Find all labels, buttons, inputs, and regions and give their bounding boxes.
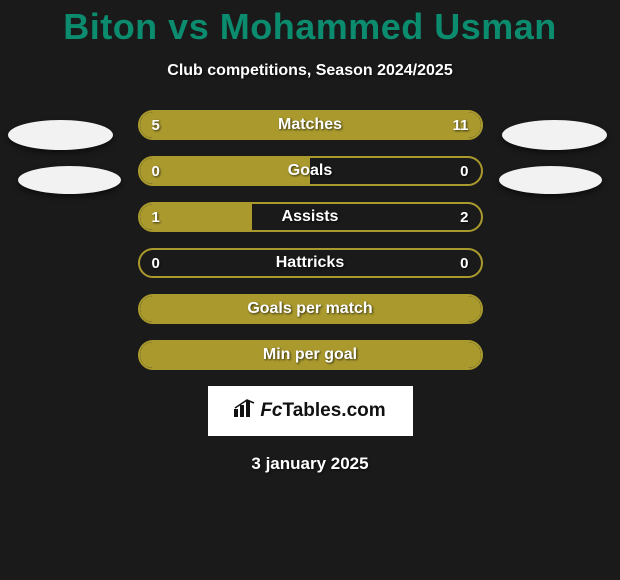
stat-bar-hattricks: 00Hattricks xyxy=(138,248,483,278)
stat-label: Assists xyxy=(140,204,481,230)
stat-bar-matches: 511Matches xyxy=(138,110,483,140)
bars-container: 511Matches 00Goals 12Assists 00Hattricks Goa… xyxy=(138,110,483,370)
avatar-player-right xyxy=(502,120,607,150)
stat-label: Goals per match xyxy=(140,296,481,322)
subtitle: Club competitions, Season 2024/2025 xyxy=(0,62,620,80)
stat-label: Goals xyxy=(140,158,481,184)
stat-bar-goals: 00Goals xyxy=(138,156,483,186)
avatar-player-left xyxy=(8,120,113,150)
page-title: Biton vs Mohammed Usman xyxy=(0,0,620,48)
stat-label: Min per goal xyxy=(140,342,481,368)
avatar-shadow-left xyxy=(18,166,121,194)
stat-bar-min-per-goal: Min per goal xyxy=(138,340,483,370)
date-label: 3 january 2025 xyxy=(0,454,620,474)
stat-bar-assists: 12Assists xyxy=(138,202,483,232)
comparison-chart: 511Matches 00Goals 12Assists 00Hattricks Goa… xyxy=(0,110,620,370)
avatar-shadow-right xyxy=(499,166,602,194)
stat-bar-goals-per-match: Goals per match xyxy=(138,294,483,324)
stat-label: Hattricks xyxy=(140,250,481,276)
chart-icon xyxy=(234,399,256,422)
stat-label: Matches xyxy=(140,112,481,138)
fctables-logo: FcTables.com xyxy=(208,386,413,436)
logo-text: FcTables.com xyxy=(260,400,385,422)
